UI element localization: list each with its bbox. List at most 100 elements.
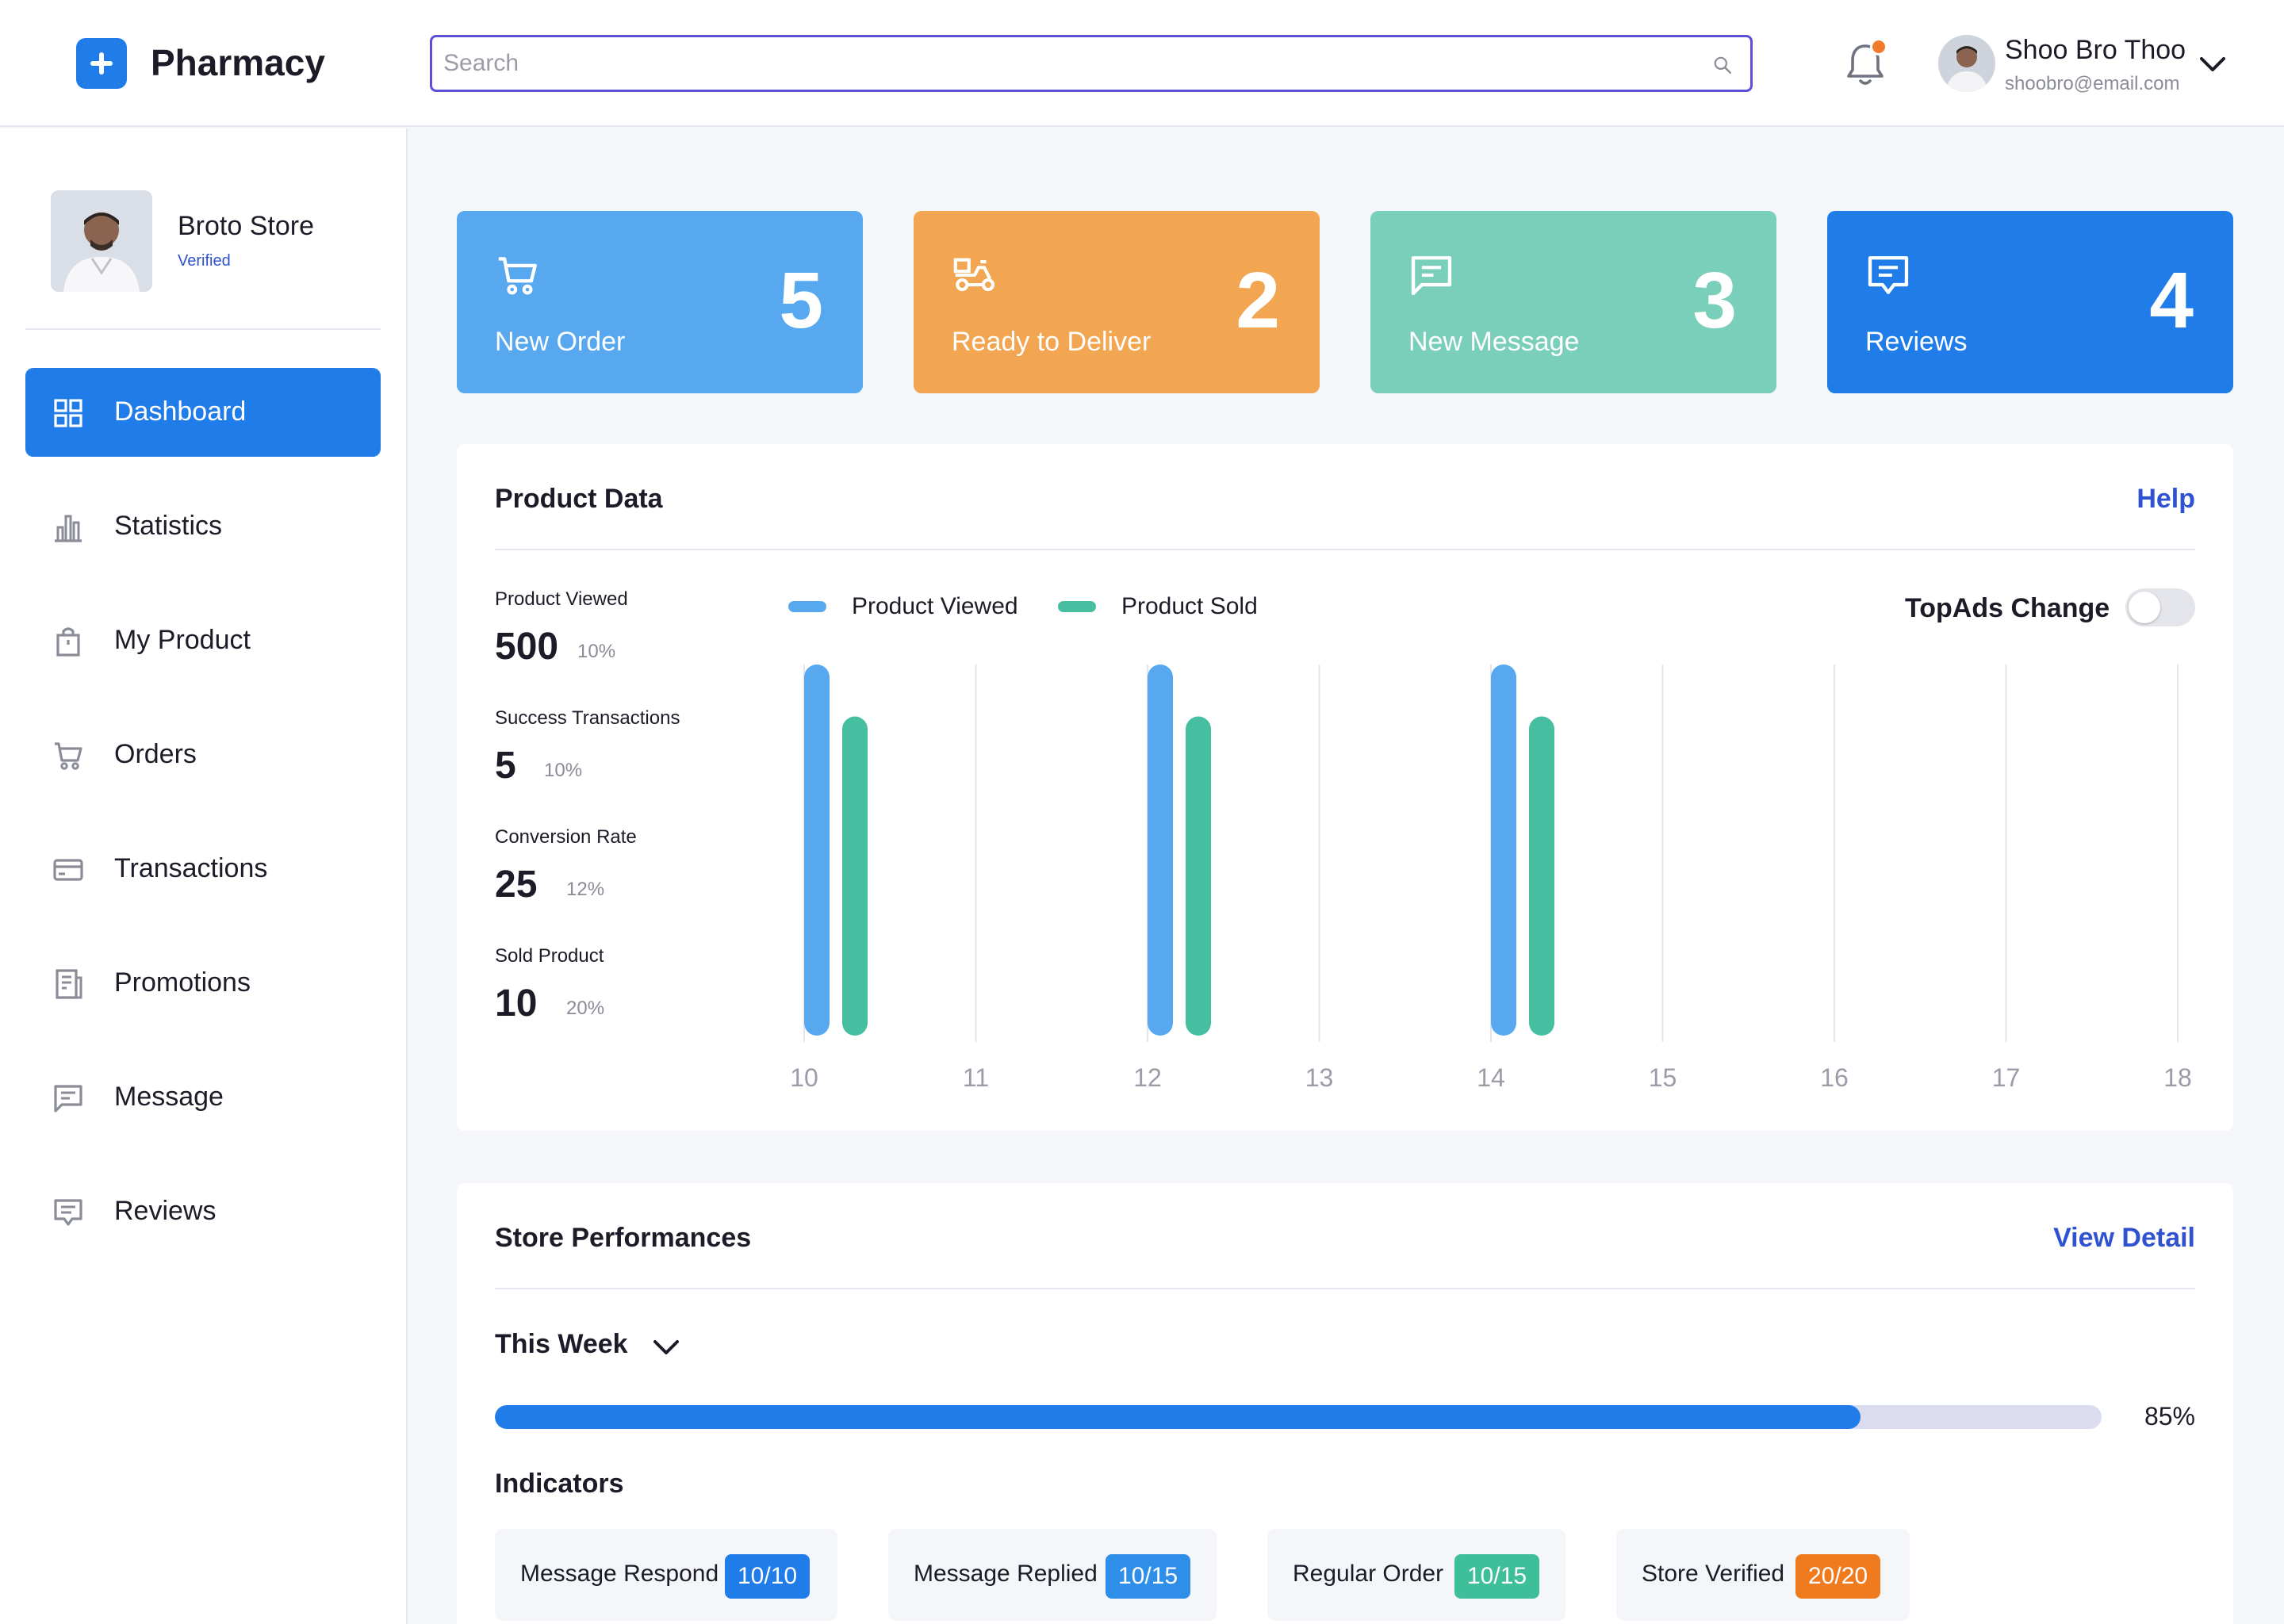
indicator-badge: 10/15	[1106, 1554, 1191, 1599]
pharmacy-logo-icon[interactable]	[76, 38, 127, 89]
sidebar-item-message[interactable]: Message	[25, 1053, 381, 1142]
sidebar-item-orders[interactable]: Orders	[25, 710, 381, 799]
topads-toggle-label: TopAds Change	[1905, 593, 2110, 623]
x-tick-label: 11	[963, 1063, 989, 1092]
credit-card-icon	[53, 859, 83, 881]
user-name: Shoo Bro Thoo	[2005, 35, 2186, 65]
metric-value: 5	[495, 745, 516, 787]
sidebar-item-reviews[interactable]: Reviews	[25, 1167, 381, 1256]
metric-value: 25	[495, 864, 538, 906]
app-title: Pharmacy	[151, 42, 325, 83]
shopping-bag-icon	[56, 627, 80, 657]
sidebar-item-label: Dashboard	[114, 396, 247, 427]
user-avatar[interactable]	[1938, 35, 1995, 92]
performance-progress-bar	[495, 1405, 2102, 1429]
review-icon	[54, 1199, 82, 1226]
card-label: New Order	[495, 327, 626, 357]
dashboard-icon	[54, 399, 82, 427]
cart-icon	[55, 742, 82, 770]
indicator-label: Regular Order	[1293, 1561, 1444, 1587]
metric-label: Conversion Rate	[495, 826, 637, 848]
sidebar-item-my-product[interactable]: My Product	[25, 596, 381, 685]
bar-product-viewed-14[interactable]	[1491, 665, 1516, 1036]
card-reviews[interactable]: Reviews 4	[1827, 211, 2233, 393]
sidebar-item-label: Orders	[114, 739, 197, 769]
progress-fill	[495, 1405, 1861, 1429]
panel-divider	[495, 1288, 2195, 1289]
x-tick-label: 12	[1133, 1063, 1162, 1092]
message-icon	[1411, 256, 1452, 296]
period-select-label: This Week	[495, 1329, 628, 1359]
sidebar: Broto Store Verified Dashboard Statistic…	[0, 128, 408, 1624]
product-data-panel: Product Data Help Product Viewed 500 10%…	[457, 444, 2233, 1131]
top-header: Pharmacy Shoo Bro Thoo shoobro@email.com	[0, 0, 2284, 127]
x-tick-label: 16	[1820, 1063, 1849, 1092]
bar-product-sold-12[interactable]	[1186, 716, 1211, 1036]
progress-percent: 85%	[2144, 1402, 2195, 1431]
metric-label: Sold Product	[495, 945, 604, 967]
card-label: Reviews	[1865, 327, 1968, 357]
sidebar-item-label: Promotions	[114, 967, 251, 998]
topads-toggle[interactable]	[2125, 588, 2195, 626]
indicator-badge: 10/15	[1454, 1554, 1540, 1599]
search-input[interactable]	[443, 37, 1680, 90]
panel-title: Store Performances	[495, 1223, 752, 1253]
legend-swatch-product-sold	[1058, 601, 1096, 612]
indicator-label: Message Replied	[914, 1561, 1098, 1587]
store-avatar	[51, 190, 152, 292]
sidebar-item-promotions[interactable]: Promotions	[25, 939, 381, 1028]
sidebar-item-label: Message	[114, 1082, 224, 1112]
x-tick-label: 17	[1992, 1063, 2021, 1092]
indicator-message-replied: Message Replied 10/15	[888, 1529, 1217, 1621]
panel-title: Product Data	[495, 484, 663, 514]
sidebar-item-dashboard[interactable]: Dashboard	[25, 368, 381, 457]
card-new-order[interactable]: New Order 5	[457, 211, 863, 393]
x-tick-label: 10	[790, 1063, 818, 1092]
indicator-label: Message Respond	[520, 1561, 719, 1587]
card-value: 4	[2149, 256, 2194, 345]
search-bar	[430, 35, 1753, 92]
indicator-badge: 10/10	[725, 1554, 811, 1599]
card-ready-to-deliver[interactable]: Ready to Deliver 2	[914, 211, 1320, 393]
bar-product-sold-14[interactable]	[1529, 716, 1554, 1036]
indicator-message-respond: Message Respond 10/10	[495, 1529, 837, 1621]
help-link[interactable]: Help	[2136, 484, 2195, 514]
card-new-message[interactable]: New Message 3	[1370, 211, 1776, 393]
sidebar-item-statistics[interactable]: Statistics	[25, 482, 381, 571]
bar-product-viewed-10[interactable]	[804, 665, 830, 1036]
cart-icon	[498, 257, 537, 295]
toggle-knob	[2129, 592, 2160, 623]
user-email: shoobro@email.com	[2005, 73, 2180, 94]
user-avatar-icon	[1938, 35, 1995, 92]
card-value: 5	[779, 256, 823, 345]
sidebar-item-label: Reviews	[114, 1196, 217, 1226]
delivery-scooter-icon	[953, 258, 995, 292]
panel-divider	[495, 549, 2195, 550]
legend-label: Product Viewed	[852, 593, 1018, 619]
x-tick-label: 15	[1649, 1063, 1677, 1092]
view-detail-link[interactable]: View Detail	[2053, 1223, 2195, 1253]
card-value: 2	[1236, 256, 1280, 345]
chevron-down-icon[interactable]	[2197, 49, 2228, 81]
metric-value: 10	[495, 982, 538, 1025]
card-value: 3	[1692, 256, 1737, 345]
sidebar-divider	[25, 328, 381, 330]
legend-swatch-product-viewed	[788, 601, 826, 612]
sidebar-item-transactions[interactable]: Transactions	[25, 825, 381, 914]
card-label: New Message	[1408, 327, 1580, 357]
x-tick-label: 18	[2163, 1063, 2192, 1092]
receipt-icon	[56, 969, 82, 999]
metric-percent: 20%	[566, 998, 605, 1019]
sidebar-item-label: Statistics	[114, 511, 223, 541]
message-icon	[54, 1085, 82, 1113]
bar-product-sold-10[interactable]	[842, 716, 868, 1036]
metric-percent: 10%	[544, 760, 583, 781]
search-icon[interactable]	[1712, 55, 1733, 75]
indicator-badge: 20/20	[1795, 1554, 1881, 1599]
bar-product-viewed-12[interactable]	[1148, 665, 1173, 1036]
indicator-regular-order: Regular Order 10/15	[1267, 1529, 1565, 1621]
metric-percent: 12%	[566, 879, 605, 900]
metric-percent: 10%	[577, 641, 616, 662]
product-data-chart: 10 11 12 13 14 15 16 17 18	[790, 665, 2192, 1092]
indicator-label: Store Verified	[1642, 1561, 1785, 1587]
